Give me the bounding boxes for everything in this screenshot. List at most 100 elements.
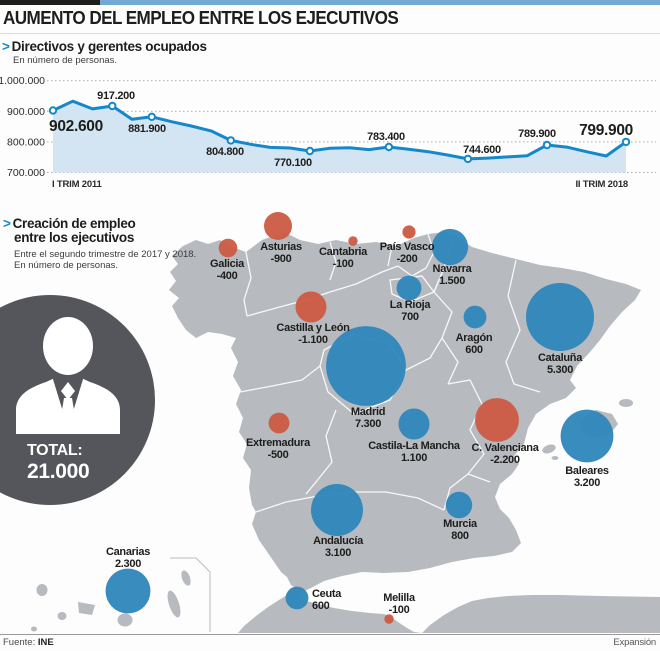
data-point-label: 744.600 [463,144,501,156]
region-name-label: Castila-La Mancha [368,440,461,452]
source-value: INE [37,637,54,648]
africa-coast [238,586,660,633]
region-value-label: 700 [401,311,419,323]
data-point-marker [48,106,58,115]
region-bubble [285,586,309,610]
page-title: AUMENTO DEL EMPLEO ENTRE LOS EJECUTIVOS [3,8,399,28]
region-name-label: Cantabria [319,246,368,258]
region-value-label: -2.200 [490,454,520,466]
region-bubble [295,291,327,323]
map-subtitle-line2: En número de personas. [14,259,119,271]
region-value-label: -1.100 [298,334,328,346]
x-axis-end-label: II TRIM 2018 [575,179,628,190]
region-name-label: Galicia [210,258,245,270]
total-label: TOTAL: [27,442,83,459]
y-tick-label: 900.000 [7,106,45,118]
data-point-label: 804.800 [206,146,244,158]
data-point-marker [542,140,552,150]
data-point-label: 799.900 [579,122,633,139]
region-bubble [431,228,469,266]
region-bubble [105,568,151,614]
region-name-label: Aragón [456,332,493,344]
region-name-label: Andalucía [313,535,364,547]
region-value-label: 800 [451,530,469,542]
map-section-title: > Creación de empleo entre los ejecutivos [3,216,136,245]
region-value-label: -200 [397,253,418,265]
region-value-label: -500 [268,449,289,461]
data-point-label: 917.200 [97,90,135,102]
source-note: Fuente: INE [3,637,54,648]
data-point-marker [384,142,394,152]
region-bubble [384,614,394,624]
top-bar [0,0,660,5]
region-labels: Galicia-400Asturias-900Cantabria-100País… [106,241,609,616]
region-bubble [218,238,238,258]
canary-inset-border [170,557,211,632]
region-bubble [475,398,519,442]
region-value-label: -100 [389,604,410,616]
y-tick-label: 700.000 [7,167,45,179]
publisher-credit: Expansión [613,637,656,648]
data-point-marker [108,101,117,111]
data-point-label: 881.900 [128,123,166,135]
region-name-label: Cataluña [538,352,583,364]
region-bubble [526,283,594,351]
y-tick-label: 1.000.000 [0,75,45,87]
region-bubble [311,484,363,536]
chart-section-title: > Directivos y gerentes ocupados [2,40,207,54]
region-value-label: 1.100 [401,452,427,464]
region-name-label: Canarias [106,546,150,558]
region-bubble [463,305,487,329]
region-value-label: 600 [465,344,483,356]
region-value-label: 1.500 [439,275,465,287]
businessman-icon [16,317,120,434]
region-value-label: 3.100 [325,547,351,559]
region-bubble [268,412,290,434]
topbar-black-segment [0,0,100,5]
region-name-label: Murcia [443,518,478,530]
region-value-label: 600 [312,600,330,612]
data-point-label: 789.900 [518,128,556,140]
region-value-label: 7.300 [355,418,381,430]
map-section-subtitle: Entre el segundo trimestre de 2017 y 201… [14,249,197,271]
line-chart: 1.000.000 900.000 800.000 700.000 902.600 917… [0,75,656,190]
data-point-label: 783.400 [367,131,405,143]
region-bubble [560,409,614,463]
region-value-label: -100 [333,258,354,270]
data-point-marker [621,137,631,147]
x-axis-start-label: I TRIM 2011 [52,179,102,190]
region-name-label: Baleares [565,465,609,477]
total-text: TOTAL: 21.000 [27,442,90,483]
total-badge [0,295,155,505]
data-point-label: 770.100 [274,157,312,169]
data-point-marker [226,136,236,145]
region-value-label: 5.300 [547,364,573,376]
data-point-marker [463,154,473,164]
y-tick-label: 800.000 [7,136,45,148]
series-area [53,101,626,173]
region-bubble [326,326,406,406]
data-point-marker [305,146,315,156]
region-bubble [445,491,473,519]
footer-divider [0,634,660,635]
data-point-marker [147,112,157,122]
data-point-label: 902.600 [49,118,103,135]
region-value-label: 2.300 [115,558,141,570]
region-name-label: Asturias [260,241,302,253]
total-value: 21.000 [27,460,90,483]
canary-islands [31,570,191,632]
region-bubbles [105,212,614,624]
region-name-label: Extremadura [246,437,311,449]
region-name-label: Ceuta [312,588,342,600]
region-bubble [402,225,416,239]
topbar-blue-segment [100,0,660,5]
region-name-label: Navarra [433,263,473,275]
chart-section-subtitle: En número de personas. [13,55,118,66]
region-bubble [396,275,422,301]
region-value-label: -900 [271,253,292,265]
region-name-label: Madrid [351,406,385,418]
map-section-title-line1: Creación de empleo [12,216,136,231]
map-subtitle-line1: Entre el segundo trimestre de 2017 y 201… [14,249,197,260]
region-value-label: 3.200 [574,477,600,489]
